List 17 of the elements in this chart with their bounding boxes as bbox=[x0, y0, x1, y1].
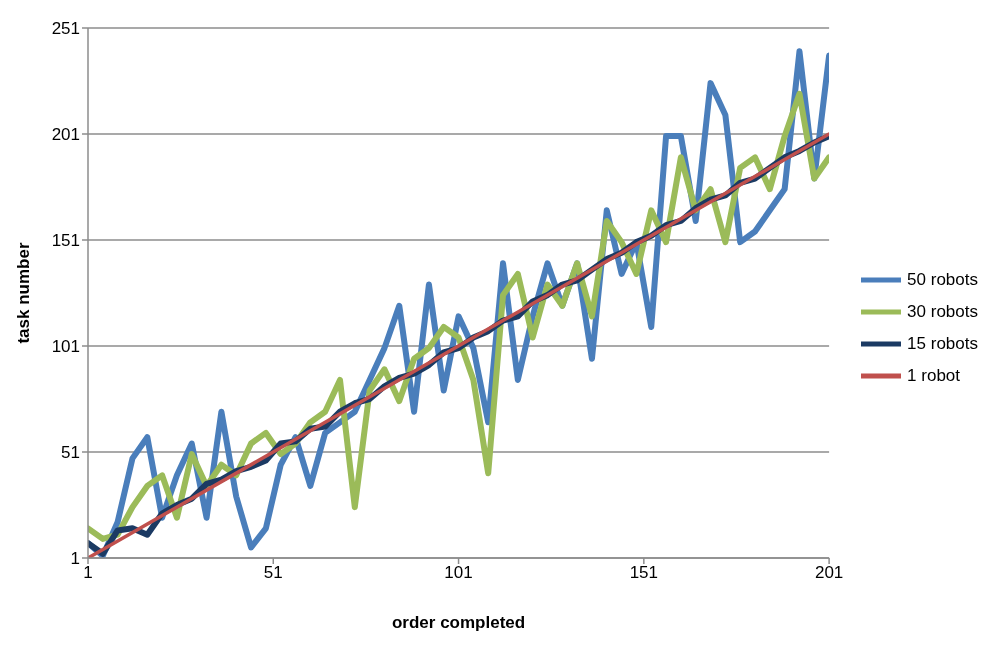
legend-label: 50 robots bbox=[907, 269, 978, 291]
x-tick-label: 201 bbox=[814, 563, 844, 583]
x-tick-label: 151 bbox=[629, 563, 659, 583]
x-axis-title: order completed bbox=[391, 613, 526, 632]
y-axis-title: task number bbox=[14, 242, 34, 344]
y-tick-label: 1 bbox=[70, 549, 80, 569]
legend-label: 1 robot bbox=[907, 365, 961, 387]
x-tick-label: 1 bbox=[83, 563, 93, 583]
y-tick-label: 51 bbox=[61, 443, 80, 463]
x-tick-label: 101 bbox=[444, 563, 473, 583]
y-tick-label: 251 bbox=[51, 19, 80, 39]
y-tick-label: 201 bbox=[51, 125, 80, 145]
y-tick-label: 101 bbox=[51, 337, 80, 357]
legend-label: 30 robots bbox=[907, 301, 978, 323]
legend-label: 15 robots bbox=[907, 333, 978, 355]
x-tick-label: 51 bbox=[263, 563, 283, 583]
y-tick-label: 151 bbox=[51, 231, 80, 251]
